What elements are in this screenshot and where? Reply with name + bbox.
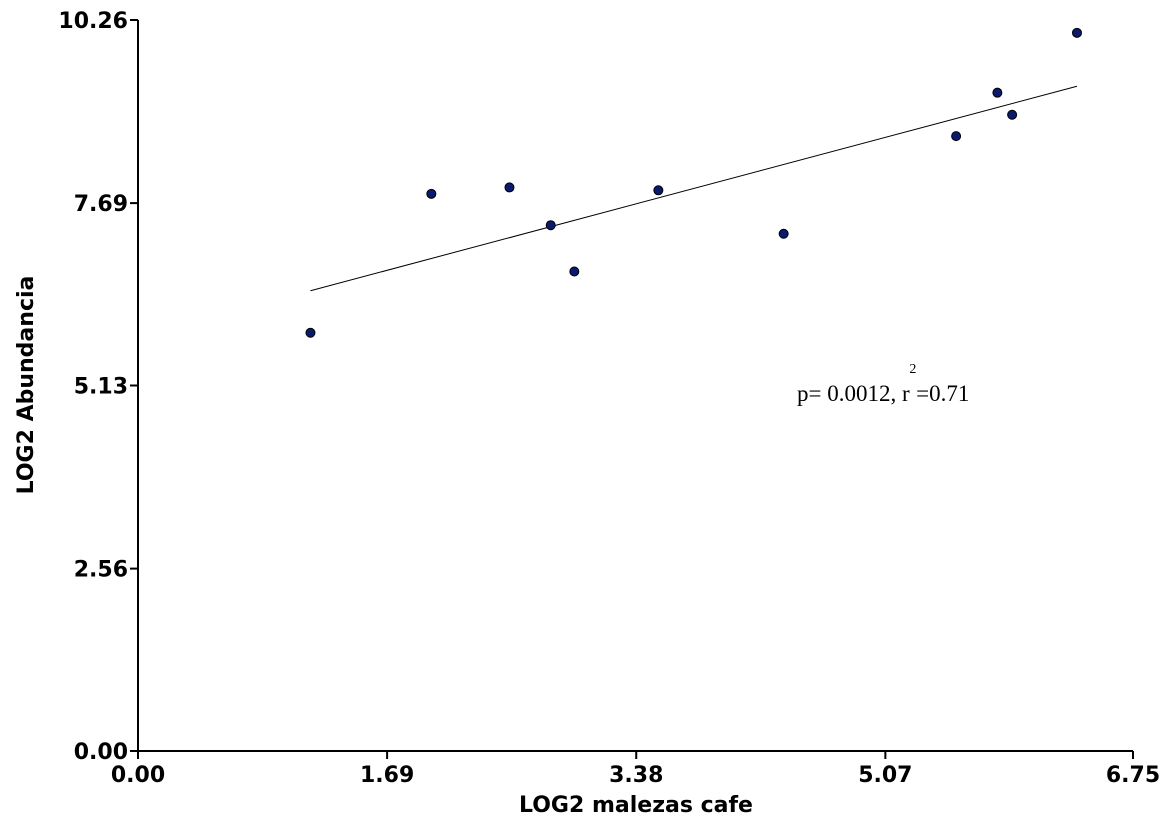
y-tick-label: 10.26: [58, 9, 128, 34]
data-point: [778, 228, 789, 239]
stats-annotation-value: =0.71: [916, 381, 969, 406]
x-tick-label: 5.07: [858, 763, 912, 788]
data-point: [504, 182, 515, 193]
y-tick-label: 2.56: [74, 558, 128, 583]
data-point: [426, 188, 437, 199]
y-axis-title: LOG2 Abundancia: [14, 276, 39, 495]
data-point: [1007, 109, 1018, 120]
stats-annotation-main: p= 0.0012, r: [797, 381, 910, 406]
y-tick-label: 5.13: [74, 375, 128, 400]
data-point: [545, 220, 556, 231]
x-tick-label: 1.69: [360, 763, 414, 788]
y-tick-label: 7.69: [74, 192, 128, 217]
data-point: [569, 266, 580, 277]
x-axis-title: LOG2 malezas cafe: [519, 793, 753, 818]
x-tick-label: 3.38: [609, 763, 663, 788]
x-tick-label: 6.75: [1106, 763, 1160, 788]
x-tick-label: 0.00: [111, 763, 165, 788]
data-point: [951, 131, 962, 142]
stats-annotation: p= 0.0012, r 2 =0.71: [797, 353, 969, 406]
data-point: [992, 87, 1003, 98]
regression-line: [310, 85, 1078, 292]
stats-annotation-superscript: 2: [909, 362, 916, 377]
data-point: [653, 185, 664, 196]
data-point: [1071, 27, 1082, 38]
data-point: [305, 327, 316, 338]
y-tick-label: 0.00: [74, 740, 128, 765]
